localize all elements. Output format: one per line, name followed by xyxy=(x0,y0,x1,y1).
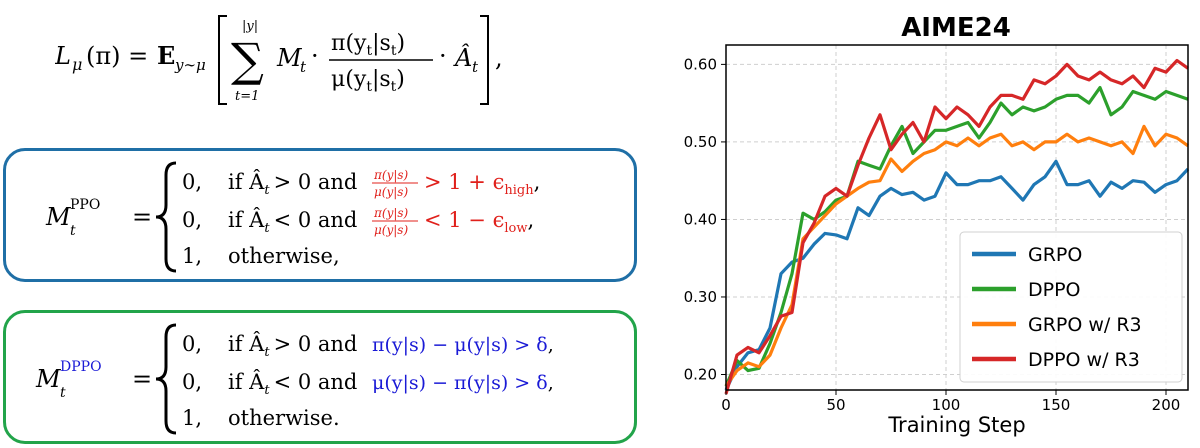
y-tick-label: 0.30 xyxy=(684,288,717,306)
chart-title: AIME24 xyxy=(901,13,1011,43)
x-tick-label: 50 xyxy=(826,396,845,414)
eq-M-sub: t xyxy=(300,58,307,76)
dppo-row2-divergence: μ(y|s) − π(y|s) > δ, xyxy=(372,372,554,394)
y-tick-label: 0.40 xyxy=(684,210,717,228)
eq-advantage: Â xyxy=(453,43,472,72)
chart-ticks: 0 50 100 150 200 0.20 0.30 0.40 0.50 0.60 xyxy=(684,55,1181,414)
eq-expectation: E xyxy=(157,41,175,70)
ppo-row2-ratio-num: π(y|s) xyxy=(373,206,409,220)
ppo-subscript: t xyxy=(70,223,76,239)
aime24-line-chart: AIME24 0 50 100 150 2000.200.300.400.500.60 … xyxy=(684,13,1190,437)
right-bracket xyxy=(480,15,489,105)
dppo-equals: = xyxy=(132,365,152,393)
sum-lower-limit: t=1 xyxy=(235,89,259,104)
eq-lhs-mu: μ xyxy=(72,55,82,74)
chart-legend: GRPO DPPO GRPO w/ R3 DPPO w/ R3 xyxy=(959,231,1183,383)
chart-series xyxy=(724,58,1190,395)
ppo-row2-clip-low: < 1 − ϵlow, xyxy=(424,208,534,236)
dppo-M: M xyxy=(35,365,62,393)
ppo-row3-value: 1, xyxy=(182,244,202,268)
ppo-brace xyxy=(155,161,177,273)
series-line-dppo xyxy=(724,85,1189,387)
eq-expectation-sub: y∼μ xyxy=(174,56,206,74)
y-tick-label: 0.50 xyxy=(684,133,717,151)
ppo-row1-clip-high: > 1 + ϵhigh, xyxy=(424,170,540,198)
ppo-row2-value: 0, xyxy=(182,208,202,232)
ppo-equals: = xyxy=(132,203,152,231)
legend-label-dppo: DPPO xyxy=(1028,279,1081,301)
sum-upper-limit: |y| xyxy=(242,19,258,34)
y-tick-label: 0.20 xyxy=(684,365,717,383)
x-tick-label: 100 xyxy=(932,396,961,414)
ppo-row3-otherwise: otherwise, xyxy=(228,244,340,268)
eq-M: M xyxy=(276,44,303,72)
y-tick-label: 0.60 xyxy=(684,55,717,73)
legend-label-grpo-w-r3: GRPO w/ R3 xyxy=(1028,314,1142,336)
dppo-row2-condition: if Ât < 0 and xyxy=(228,370,357,398)
dppo-mask-equation: M DPPO t = 0, if Ât > 0 and π(y|s) − μ(y|… xyxy=(35,323,554,435)
series-line-grpo-w-r3 xyxy=(724,124,1189,388)
ppo-row1-ratio-num: π(y|s) xyxy=(373,168,409,182)
legend-label-dppo-w-r3: DPPO w/ R3 xyxy=(1028,349,1140,371)
eq-dot-2: · xyxy=(439,42,447,70)
x-tick-label: 200 xyxy=(1152,396,1181,414)
dppo-row3-value: 1, xyxy=(182,406,202,430)
x-axis-label: Training Step xyxy=(887,413,1025,437)
dppo-row2-value: 0, xyxy=(182,370,202,394)
eq-dot-1: · xyxy=(311,42,319,70)
dppo-superscript: DPPO xyxy=(60,359,102,375)
main-objective-equation: L μ (π) = E y∼μ |y| ∑ t=1 M t · π(yt|st)… xyxy=(55,15,503,105)
x-tick-label: 150 xyxy=(1042,396,1071,414)
ppo-mask-box: M PPO t = 0, if Ât > 0 and π(y|s) μ(y|s) … xyxy=(3,148,637,282)
dppo-row1-value: 0, xyxy=(182,332,202,356)
ppo-mask-equation: M PPO t = 0, if Ât > 0 and π(y|s) μ(y|s) … xyxy=(45,161,540,273)
ppo-row1-ratio-den: μ(y|s) xyxy=(374,185,408,199)
series-line-dppo-w-r3 xyxy=(724,58,1189,395)
dppo-brace xyxy=(155,323,177,435)
left-bracket xyxy=(218,15,227,105)
dppo-row3-otherwise: otherwise. xyxy=(228,406,340,430)
ppo-superscript: PPO xyxy=(70,197,100,213)
dppo-subscript: t xyxy=(60,385,66,401)
eq-advantage-sub: t xyxy=(472,58,479,76)
ppo-row2-condition: if Ât < 0 and xyxy=(228,208,357,236)
legend-box xyxy=(959,231,1183,383)
frac-denominator: μ(yt|st) xyxy=(331,67,405,95)
dppo-mask-box: M DPPO t = 0, if Ât > 0 and π(y|s) − μ(y|… xyxy=(3,310,637,444)
eq-lhs-arg: (π) = xyxy=(86,42,148,70)
series-line-grpo xyxy=(724,159,1190,391)
ppo-row2-ratio-den: μ(y|s) xyxy=(374,223,408,237)
legend-label-grpo: GRPO xyxy=(1028,244,1082,266)
x-tick-label: 0 xyxy=(721,396,731,414)
eq-lhs-L: L xyxy=(55,42,71,70)
ppo-row1-value: 0, xyxy=(182,170,202,194)
dppo-row1-condition: if Ât > 0 and xyxy=(228,332,357,360)
dppo-row1-divergence: π(y|s) − μ(y|s) > δ, xyxy=(372,334,554,356)
ppo-M: M xyxy=(45,203,72,231)
sum-symbol: ∑ xyxy=(231,33,264,87)
frac-numerator: π(yt|st) xyxy=(331,31,405,59)
ppo-row1-condition: if Ât > 0 and xyxy=(228,170,357,198)
plot-frame xyxy=(725,44,1189,391)
eq-trailing-comma: , xyxy=(495,44,503,72)
